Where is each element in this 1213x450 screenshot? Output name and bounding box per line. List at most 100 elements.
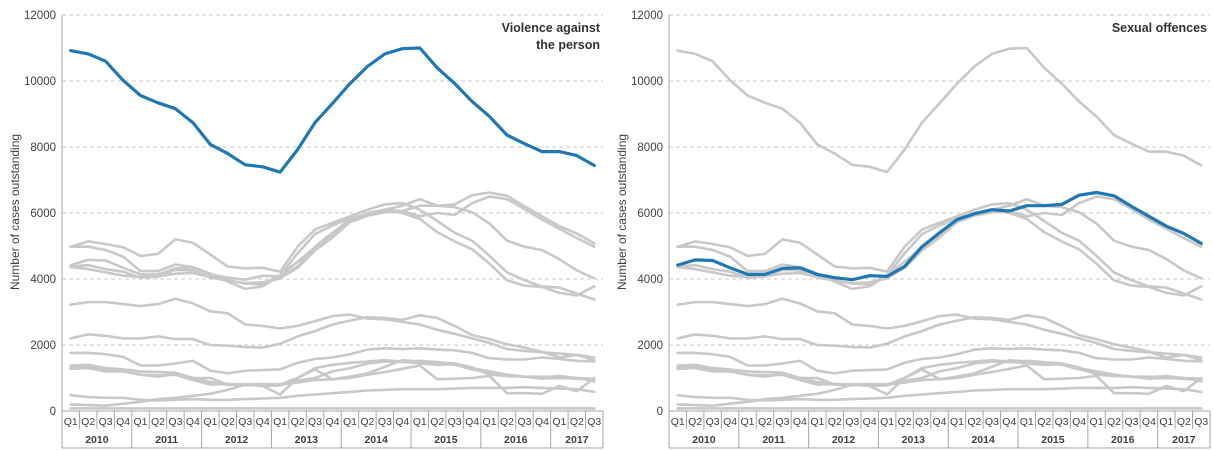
year-label: 2015 (1041, 434, 1065, 446)
series-line-other (676, 313, 1203, 362)
x-tick-label: Q4 (186, 416, 200, 428)
x-tick-label: Q1 (741, 416, 755, 428)
x-tick-label: Q4 (325, 416, 339, 428)
x-tick-label: Q3 (99, 416, 113, 428)
series-line-other (69, 364, 596, 408)
x-tick-label: Q3 (168, 416, 182, 428)
chart-title-line: the person (536, 38, 600, 52)
series-line-other (69, 346, 596, 375)
x-tick-label: Q1 (810, 416, 824, 428)
x-tick-label: Q3 (1124, 416, 1138, 428)
x-tick-label: Q2 (1107, 416, 1121, 428)
series-line-other (69, 197, 596, 291)
x-tick-label: Q1 (950, 416, 964, 428)
x-tick-label: Q3 (706, 416, 720, 428)
x-tick-label: Q3 (378, 416, 392, 428)
series-line-other (69, 201, 596, 301)
x-tick-label: Q3 (308, 416, 322, 428)
year-label: 2014 (364, 434, 388, 446)
series-line-other (676, 208, 1203, 297)
x-tick-label: Q4 (1072, 416, 1086, 428)
chart-title: Sexual offences (1112, 20, 1207, 37)
y-tick-label: 4000 (637, 274, 663, 286)
x-tick-label: Q3 (1055, 416, 1069, 428)
x-tick-label: Q1 (552, 416, 566, 428)
x-tick-label: Q1 (203, 416, 217, 428)
y-axis-label: Number of cases outstanding (8, 133, 22, 291)
series-line-other (676, 197, 1203, 291)
year-label: 2010 (692, 434, 716, 446)
x-tick-label: Q4 (863, 416, 877, 428)
y-tick-label: 8000 (30, 142, 56, 154)
y-tick-label: 10000 (631, 76, 663, 88)
x-tick-label: Q4 (116, 416, 130, 428)
y-tick-label: 8000 (637, 142, 663, 154)
x-tick-label: Q4 (793, 416, 807, 428)
series-line-other (69, 313, 596, 362)
x-tick-label: Q2 (1177, 416, 1191, 428)
y-tick-label: 6000 (30, 208, 56, 220)
x-tick-label: Q2 (1037, 416, 1051, 428)
x-tick-label: Q2 (758, 416, 772, 428)
x-tick-label: Q2 (688, 416, 702, 428)
x-tick-label: Q4 (465, 416, 479, 428)
x-tick-label: Q3 (775, 416, 789, 428)
x-tick-label: Q1 (483, 416, 497, 428)
year-label: 2011 (762, 434, 785, 446)
x-tick-label: Q3 (985, 416, 999, 428)
chart-title-line: Violence against (501, 21, 600, 35)
x-tick-label: Q2 (360, 416, 374, 428)
x-tick-label: Q4 (932, 416, 946, 428)
x-tick-label: Q3 (517, 416, 531, 428)
x-tick-label: Q2 (500, 416, 514, 428)
series-line-other (676, 346, 1203, 375)
x-tick-label: Q1 (64, 416, 78, 428)
year-label: 2015 (434, 434, 458, 446)
series-line-other (676, 364, 1203, 408)
x-tick-label: Q2 (81, 416, 95, 428)
year-label: 2016 (1111, 434, 1135, 446)
x-tick-label: Q4 (256, 416, 270, 428)
x-tick-label: Q2 (570, 416, 584, 428)
x-tick-label: Q1 (413, 416, 427, 428)
series-line-other (69, 297, 596, 359)
x-tick-label: Q3 (1194, 416, 1208, 428)
series-line-other (676, 201, 1203, 301)
chart-title: Violence against the person (502, 20, 600, 54)
x-tick-label: Q3 (238, 416, 252, 428)
y-tick-label: 6000 (637, 208, 663, 220)
series-line-highlight (676, 190, 1203, 282)
x-tick-label: Q3 (448, 416, 462, 428)
year-label: 2013 (902, 434, 926, 446)
x-tick-label: Q1 (343, 416, 357, 428)
series-line-highlight (69, 46, 596, 174)
y-tick-label: 10000 (24, 76, 56, 88)
chart-title-line: Sexual offences (1111, 21, 1207, 35)
x-tick-label: Q1 (1159, 416, 1173, 428)
x-tick-label: Q1 (273, 416, 287, 428)
x-tick-label: Q2 (967, 416, 981, 428)
series-line-other (676, 297, 1203, 359)
year-label: 2010 (85, 434, 109, 446)
y-tick-label: 12000 (24, 10, 56, 22)
chart-panel-violence: 0 2000 4000 6000 8000 10000 12000 Q1 Q2 Q3 Q4 Q1 Q2 Q… (0, 0, 606, 450)
x-tick-label: Q4 (1142, 416, 1156, 428)
x-tick-label: Q4 (1002, 416, 1016, 428)
y-tick-label: 2000 (637, 340, 663, 352)
x-tick-label: Q3 (587, 416, 601, 428)
x-tick-label: Q1 (134, 416, 148, 428)
series-line-other (676, 46, 1203, 174)
year-label: 2011 (155, 434, 178, 446)
year-label: 2016 (504, 434, 528, 446)
x-tick-label: Q1 (1090, 416, 1104, 428)
year-label: 2012 (225, 434, 249, 446)
x-tick-label: Q4 (723, 416, 737, 428)
x-tick-label: Q2 (898, 416, 912, 428)
x-tick-label: Q1 (1020, 416, 1034, 428)
x-tick-label: Q2 (828, 416, 842, 428)
x-tick-label: Q2 (151, 416, 165, 428)
x-tick-label: Q2 (430, 416, 444, 428)
x-tick-label: Q2 (291, 416, 305, 428)
